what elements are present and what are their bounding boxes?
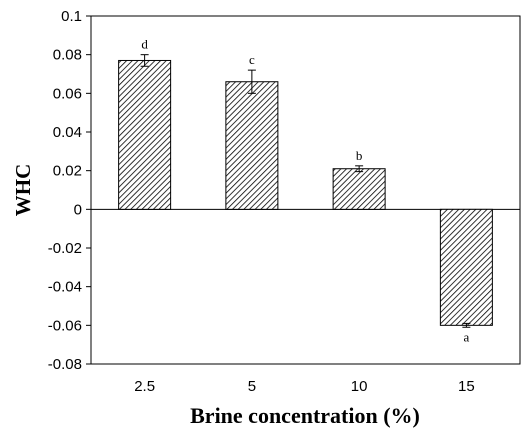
significance-label: a	[463, 329, 469, 344]
x-axis: 2.5 5 10 15	[134, 378, 475, 395]
bars: d c b a	[118, 37, 493, 344]
y-axis-label: WHC	[11, 164, 35, 217]
y-tick-label: 0.06	[53, 85, 82, 102]
x-tick-label: 5	[248, 378, 256, 395]
significance-label: c	[249, 52, 255, 67]
plot-frame	[90, 15, 521, 365]
y-tick-label: -0.06	[48, 317, 82, 334]
y-tick-label: -0.02	[48, 240, 82, 257]
y-axis: 0.1 0.08 0.06 0.04 0.02 0 -0.02 -0.04 -0.06 -0.08	[48, 8, 91, 373]
y-tick-label: 0.1	[61, 8, 82, 25]
bar-15	[439, 208, 493, 326]
x-axis-label: Brine concentration (%)	[190, 403, 420, 428]
y-tick-label: -0.04	[48, 279, 82, 296]
y-tick-label: 0	[74, 201, 82, 218]
y-tick-label: 0.04	[53, 124, 82, 141]
x-tick-label: 2.5	[134, 378, 155, 395]
y-tick-label: 0.08	[53, 47, 82, 64]
bar-2.5	[118, 59, 172, 210]
x-tick-label: 15	[458, 378, 475, 395]
bar-10	[332, 168, 386, 210]
significance-label: d	[141, 37, 148, 52]
y-tick-label: 0.02	[53, 163, 82, 180]
y-tick-label: -0.08	[48, 356, 82, 373]
significance-label: b	[356, 148, 363, 163]
bar-5	[225, 81, 279, 210]
x-tick-label: 10	[351, 378, 368, 395]
